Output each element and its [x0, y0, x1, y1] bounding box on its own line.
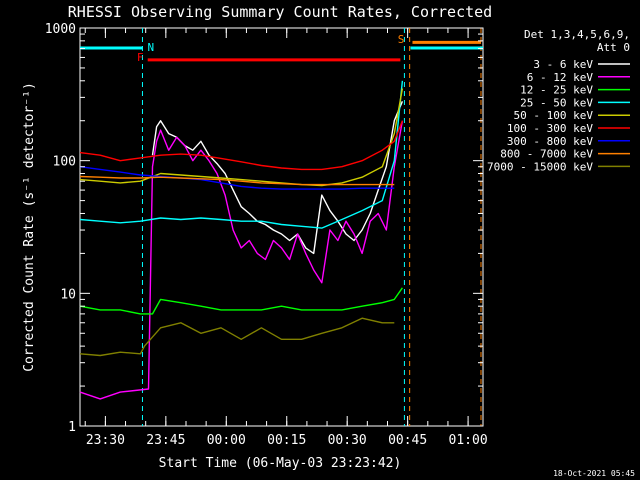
series-line-4: [79, 80, 404, 229]
legend-attenuator-info: Att 0: [597, 41, 630, 54]
legend-label: 7000 - 15000 keV: [487, 160, 593, 173]
footer-timestamp: 18-Oct-2021 05:45: [553, 469, 635, 478]
x-axis: 23:30 23:45 00:00 00:15 00:30 00:45 01:00: [84, 28, 488, 448]
x-tick-label: 00:30: [328, 433, 367, 448]
plot-area: NF S: [79, 27, 484, 427]
y-tick-label: 100: [53, 155, 76, 170]
legend-label: 300 - 800 keV: [507, 135, 593, 148]
annotation-s: S: [398, 33, 405, 46]
plot-frame: [79, 27, 484, 427]
y-tick-label: 10: [60, 287, 76, 302]
y-axis: 1 10 100 1000: [45, 22, 483, 435]
x-tick-label: 23:30: [86, 433, 125, 448]
x-tick-label: 00:45: [388, 433, 427, 448]
series-line-7: [79, 166, 395, 190]
x-axis-label: Start Time (06-May-03 23:23:42): [159, 456, 402, 471]
legend-label: 12 - 25 keV: [520, 84, 593, 97]
annotation-layer: NF S: [80, 28, 483, 426]
legend-label: 800 - 7000 keV: [500, 148, 593, 161]
y-tick-label: 1: [68, 420, 76, 435]
legend-label: 3 - 6 keV: [533, 58, 593, 71]
annotation-f: F: [137, 51, 144, 64]
annotation-n: N: [147, 41, 154, 54]
legend-detector-info: Det 1,3,4,5,6,9,: [524, 28, 630, 41]
x-tick-label: 00:00: [207, 433, 246, 448]
x-tick-label: 01:00: [449, 433, 488, 448]
series-line-8: [79, 175, 395, 186]
series-line-3: [79, 287, 403, 315]
legend-label: 6 - 12 keV: [527, 71, 594, 84]
series-line-2: [79, 120, 404, 400]
chart-title: RHESSI Observing Summary Count Rates, Co…: [68, 3, 492, 21]
series-line-9: [79, 317, 395, 357]
legend-label: 100 - 300 keV: [507, 122, 593, 135]
x-tick-label: 23:45: [146, 433, 185, 448]
x-tick-label: 00:15: [267, 433, 306, 448]
y-tick-label: 1000: [45, 22, 76, 37]
series-line-5: [79, 88, 404, 187]
series-line-6: [79, 120, 404, 171]
legend-label: 25 - 50 keV: [520, 96, 593, 109]
series-line-1: [151, 101, 404, 255]
series-layer: [79, 80, 404, 400]
legend-label: 50 - 100 keV: [514, 109, 594, 122]
y-axis-label: Corrected Count Rate (s⁻¹ detector⁻¹): [22, 82, 37, 372]
